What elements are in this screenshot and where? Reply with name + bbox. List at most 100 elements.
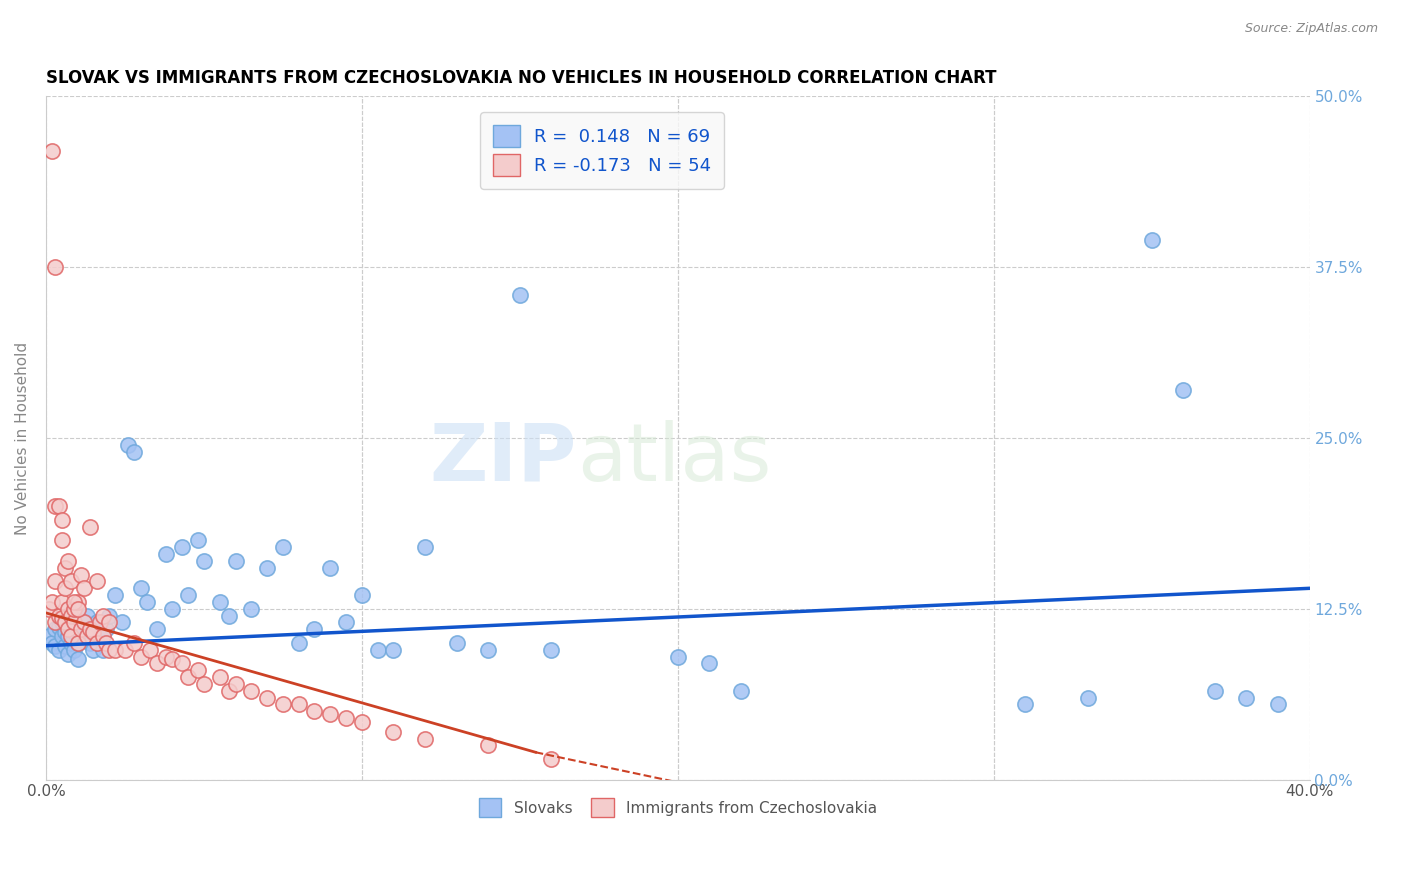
Point: [51, 611, 73, 625]
Point: [48, 500, 70, 514]
Point: [44, 574, 66, 589]
Point: [63, 595, 86, 609]
Point: [44, 260, 66, 275]
Point: [224, 554, 246, 568]
Point: [44, 622, 66, 636]
Point: [155, 547, 177, 561]
Point: [1267, 698, 1289, 712]
Point: [73, 582, 96, 596]
Point: [1014, 698, 1036, 712]
Point: [218, 683, 240, 698]
Point: [60, 629, 83, 643]
Point: [193, 554, 215, 568]
Point: [38, 602, 60, 616]
Point: [162, 652, 184, 666]
Point: [271, 698, 294, 712]
Point: [477, 739, 499, 753]
Point: [139, 642, 162, 657]
Text: ZIP: ZIP: [429, 419, 576, 498]
Point: [48, 608, 70, 623]
Point: [60, 574, 83, 589]
Point: [271, 541, 294, 555]
Point: [304, 704, 326, 718]
Point: [79, 520, 101, 534]
Point: [170, 657, 193, 671]
Point: [367, 642, 389, 657]
Point: [155, 649, 177, 664]
Point: [145, 657, 167, 671]
Point: [51, 533, 73, 548]
Point: [256, 561, 278, 575]
Point: [218, 608, 240, 623]
Point: [48, 619, 70, 633]
Point: [104, 642, 127, 657]
Point: [540, 642, 562, 657]
Point: [53, 639, 76, 653]
Point: [82, 642, 104, 657]
Point: [304, 622, 326, 636]
Point: [287, 698, 309, 712]
Point: [66, 652, 89, 666]
Point: [287, 636, 309, 650]
Point: [41, 595, 63, 609]
Point: [666, 649, 689, 664]
Point: [60, 608, 83, 623]
Point: [240, 602, 263, 616]
Point: [82, 625, 104, 640]
Point: [73, 615, 96, 630]
Point: [145, 622, 167, 636]
Point: [117, 438, 139, 452]
Point: [114, 642, 136, 657]
Point: [1140, 233, 1163, 247]
Point: [129, 649, 152, 664]
Point: [193, 677, 215, 691]
Point: [38, 629, 60, 643]
Point: [382, 724, 405, 739]
Point: [56, 647, 79, 661]
Point: [66, 595, 89, 609]
Point: [69, 567, 91, 582]
Point: [63, 615, 86, 630]
Point: [124, 444, 146, 458]
Point: [177, 670, 200, 684]
Point: [187, 663, 209, 677]
Legend: Slovaks, Immigrants from Czechoslovakia: Slovaks, Immigrants from Czechoslovakia: [472, 792, 883, 823]
Point: [91, 642, 114, 657]
Point: [60, 636, 83, 650]
Point: [111, 615, 134, 630]
Point: [319, 706, 342, 721]
Point: [41, 636, 63, 650]
Point: [66, 602, 89, 616]
Point: [136, 595, 159, 609]
Point: [94, 622, 117, 636]
Point: [240, 683, 263, 698]
Point: [162, 602, 184, 616]
Point: [76, 608, 98, 623]
Point: [124, 636, 146, 650]
Text: SLOVAK VS IMMIGRANTS FROM CZECHOSLOVAKIA NO VEHICLES IN HOUSEHOLD CORRELATION CH: SLOVAK VS IMMIGRANTS FROM CZECHOSLOVAKIA…: [46, 69, 997, 87]
Point: [509, 287, 531, 301]
Point: [69, 622, 91, 636]
Point: [224, 677, 246, 691]
Point: [98, 608, 121, 623]
Y-axis label: No Vehicles in Household: No Vehicles in Household: [15, 342, 30, 534]
Point: [44, 615, 66, 630]
Point: [79, 622, 101, 636]
Point: [1234, 690, 1257, 705]
Point: [91, 629, 114, 643]
Point: [53, 615, 76, 630]
Point: [86, 574, 108, 589]
Point: [129, 582, 152, 596]
Point: [69, 622, 91, 636]
Point: [540, 752, 562, 766]
Point: [177, 588, 200, 602]
Point: [86, 636, 108, 650]
Point: [104, 588, 127, 602]
Point: [53, 561, 76, 575]
Point: [51, 615, 73, 630]
Point: [63, 602, 86, 616]
Point: [187, 533, 209, 548]
Point: [66, 636, 89, 650]
Point: [91, 608, 114, 623]
Point: [53, 625, 76, 640]
